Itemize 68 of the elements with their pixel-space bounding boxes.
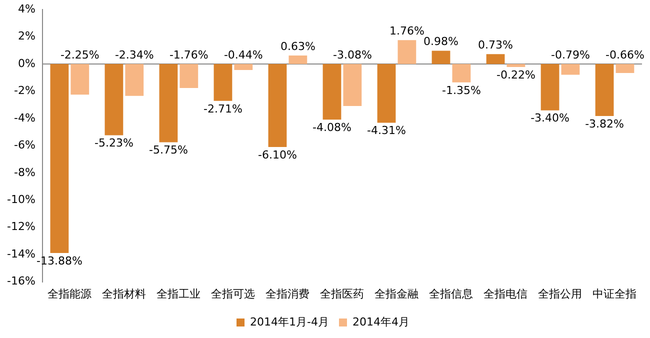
x-tick-label: 全指医药 — [320, 287, 364, 300]
bar — [322, 64, 342, 120]
data-label: -5.75% — [149, 144, 188, 157]
data-label: 0.63% — [280, 40, 316, 53]
bar — [486, 54, 505, 64]
x-tick-label: 全指工业 — [156, 287, 201, 300]
bar — [70, 64, 90, 95]
x-tick-label: 全指可选 — [211, 287, 256, 300]
bar — [159, 64, 178, 142]
bar — [398, 40, 416, 64]
data-label: -5.23% — [94, 136, 134, 150]
bar — [432, 50, 450, 64]
bar — [616, 64, 634, 74]
bar — [561, 64, 580, 75]
bar — [288, 55, 308, 64]
x-tick-label: 全指公用 — [538, 287, 582, 300]
y-tick-label: -4% — [14, 111, 36, 124]
data-label: -3.82% — [585, 117, 624, 130]
bar — [595, 64, 614, 116]
x-tick-label: 全指信息 — [429, 287, 474, 300]
bar — [214, 64, 232, 101]
y-tick-label: -8% — [14, 166, 36, 179]
data-label: -6.10% — [258, 148, 297, 162]
data-label: -2.34% — [114, 48, 154, 62]
legend-label: 2014年1月-4月 — [250, 315, 329, 328]
data-label: 0.98% — [424, 35, 458, 48]
y-tick-label: -12% — [6, 220, 36, 234]
x-tick-label: 全指消费 — [266, 287, 310, 300]
x-tick-label: 中证全指 — [592, 287, 637, 300]
data-label: 1.76% — [389, 24, 424, 38]
y-tick-label: -2% — [14, 84, 36, 98]
bar — [377, 64, 396, 123]
bar — [234, 64, 253, 70]
data-label: -13.88% — [36, 254, 82, 268]
bar — [125, 64, 144, 96]
data-label: -0.66% — [606, 48, 644, 62]
bar — [180, 64, 198, 88]
data-label: -4.08% — [312, 120, 352, 134]
y-tick-label: -16% — [6, 274, 36, 288]
y-tick-label: -10% — [6, 193, 36, 206]
data-label: -2.71% — [204, 102, 242, 116]
bar — [104, 64, 124, 136]
data-label: 0.73% — [478, 38, 513, 52]
data-label: -0.22% — [496, 68, 536, 82]
data-label: -2.25% — [60, 48, 100, 62]
data-label: -4.31% — [367, 124, 406, 138]
y-tick-label: 0% — [18, 56, 36, 70]
y-tick-label: -6% — [14, 138, 36, 152]
bar — [268, 64, 287, 148]
x-tick-label: 全指材料 — [102, 287, 146, 300]
bar — [540, 64, 560, 110]
bar — [50, 64, 69, 253]
x-tick-label: 全指能源 — [48, 287, 92, 300]
y-tick-label: 4% — [18, 2, 36, 16]
x-tick-label: 全指金融 — [374, 287, 419, 300]
x-tick-label: 全指电信 — [484, 287, 528, 300]
y-tick-label: 2% — [18, 30, 36, 43]
data-label: -1.76% — [169, 48, 208, 62]
data-label: -3.08% — [332, 48, 372, 62]
data-label: -3.40% — [530, 112, 570, 125]
bar — [452, 64, 471, 82]
data-label: -0.44% — [224, 48, 263, 62]
y-tick-label: -14% — [6, 247, 36, 260]
legend-label: 2014年4月 — [352, 315, 410, 328]
data-label: -0.79% — [551, 48, 590, 62]
data-label: -1.35% — [442, 84, 481, 97]
bar — [506, 64, 526, 68]
bar — [343, 64, 362, 106]
